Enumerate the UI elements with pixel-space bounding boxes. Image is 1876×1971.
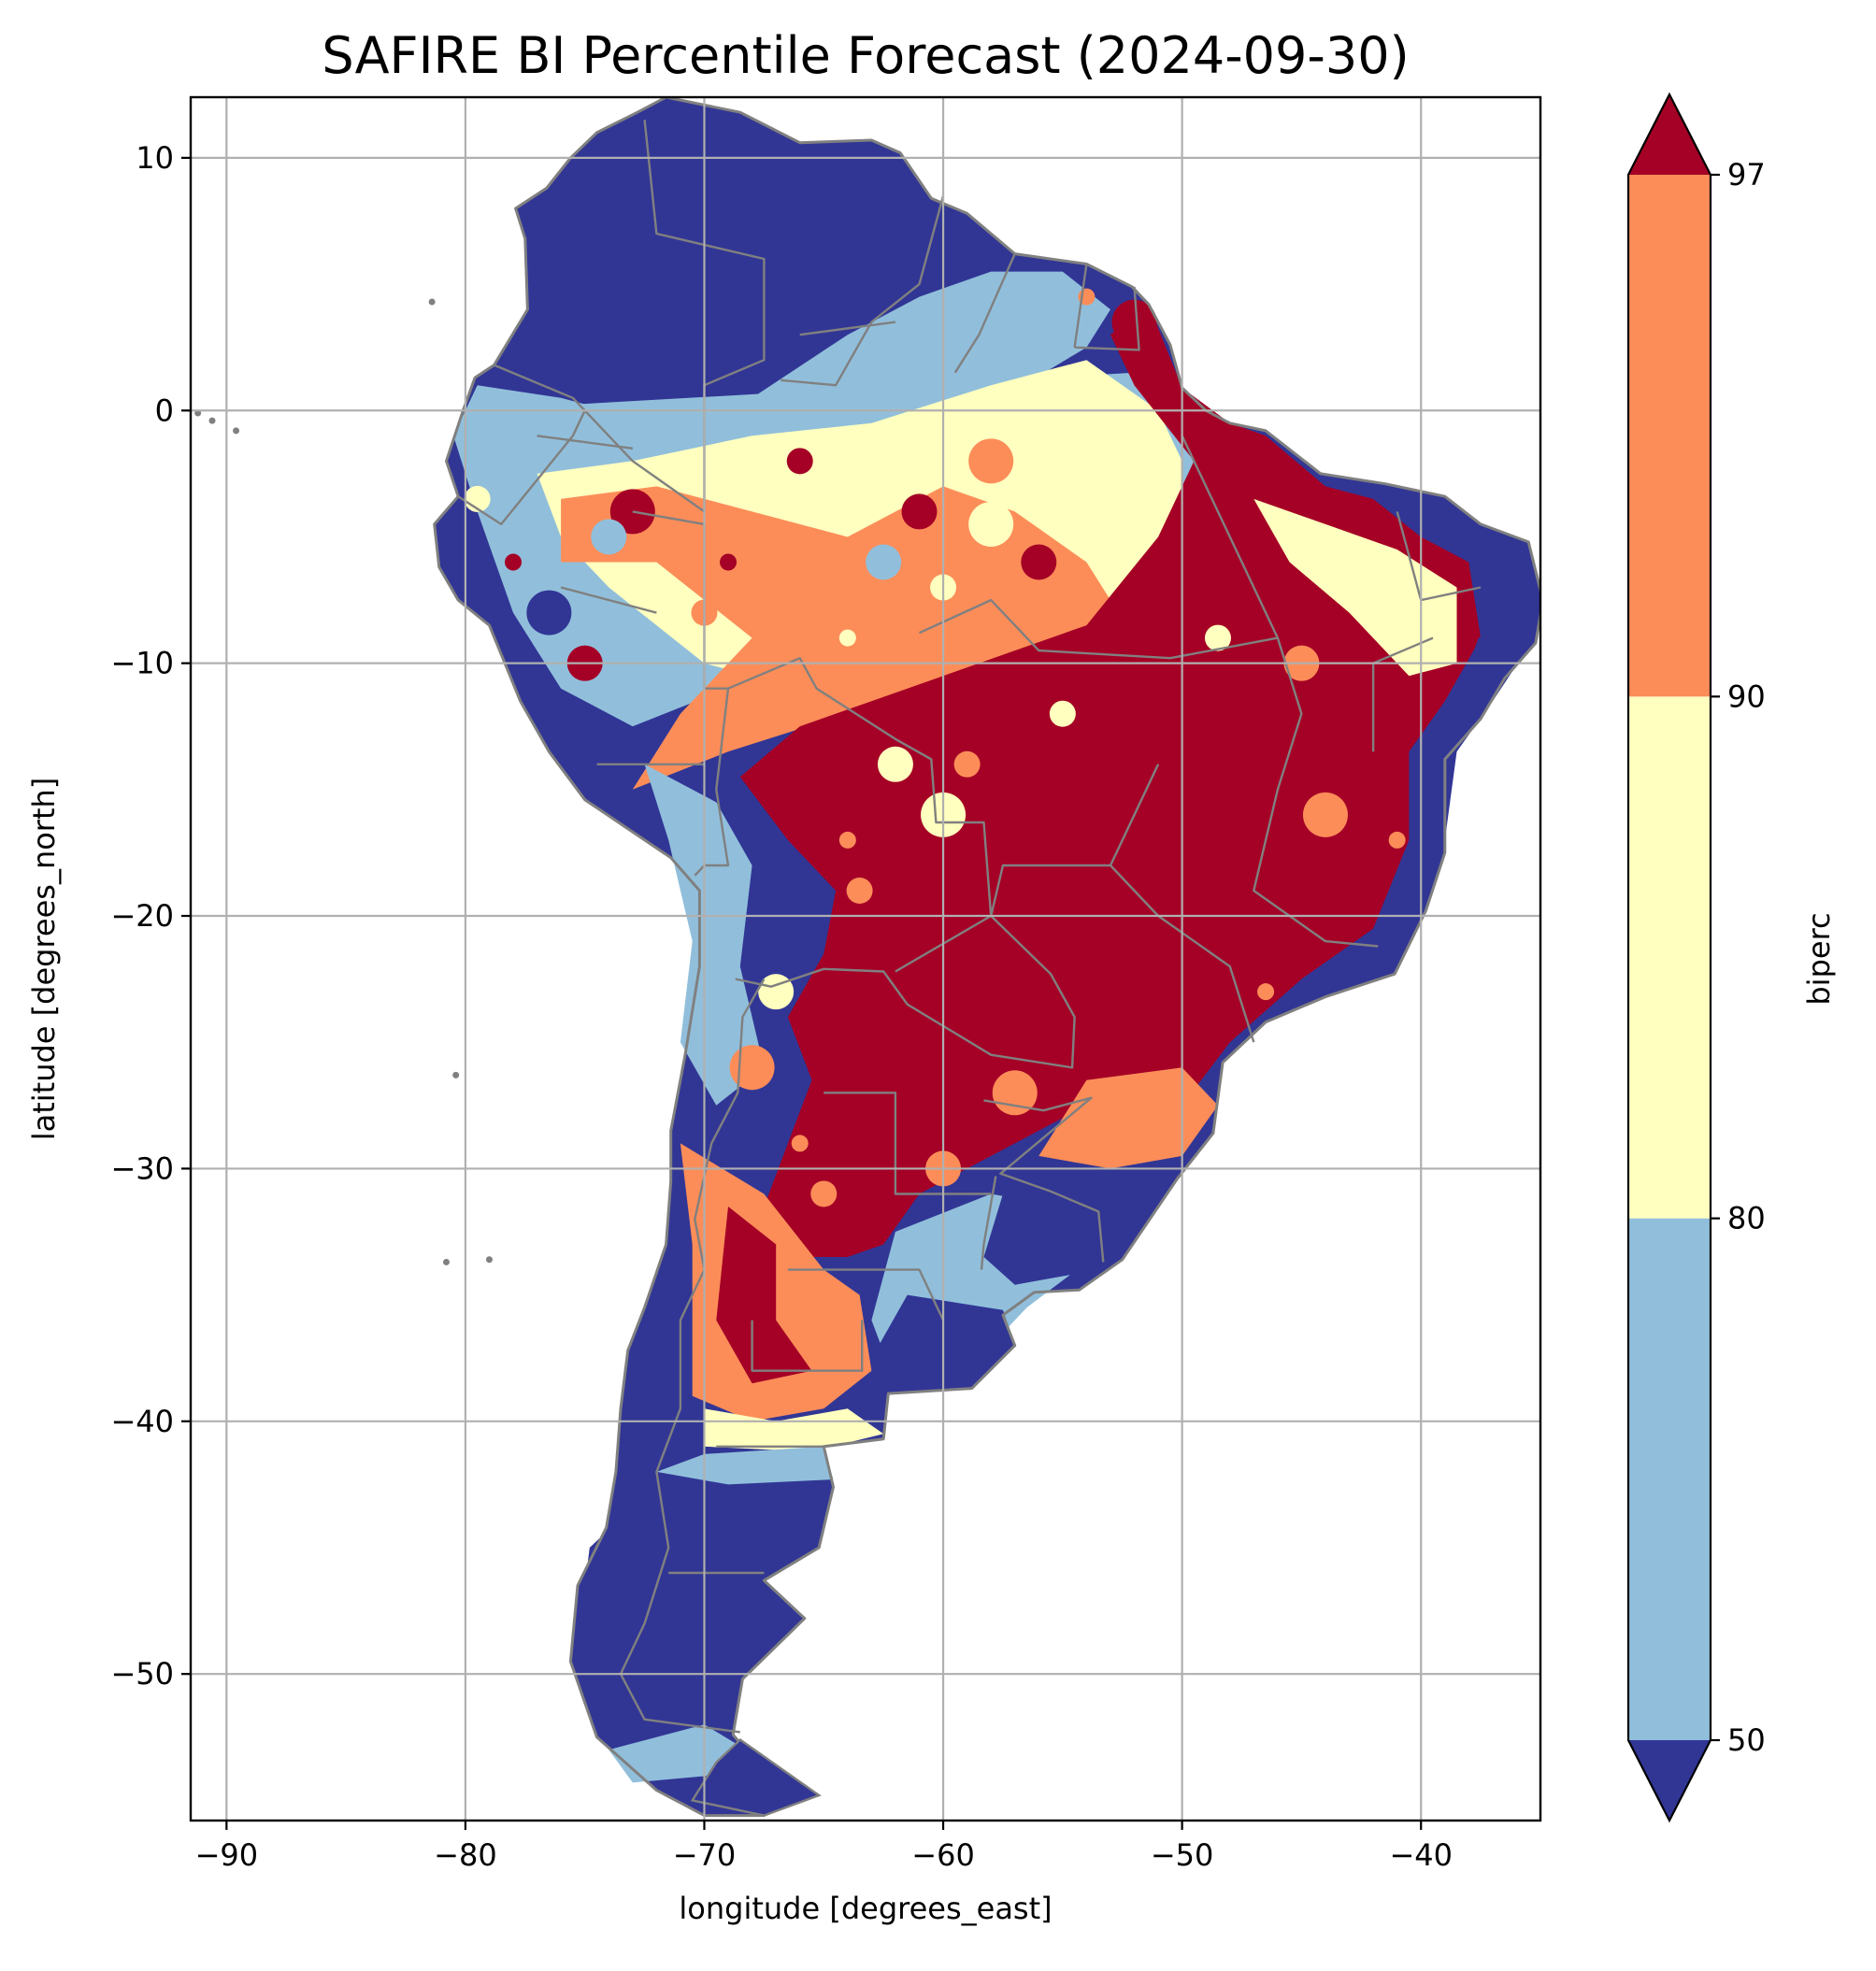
coastline [433,97,1540,1818]
patagonia-dark [580,1484,820,1712]
colorbar-tick-label: 50 [1727,1722,1766,1758]
map-layer [194,97,1540,1818]
data-speckle [877,746,913,782]
country-border [1253,637,1379,948]
x-tick-label: −50 [1151,1837,1214,1873]
chart-title: SAFIRE BI Percentile Forecast (2024-09-3… [322,26,1409,85]
data-speckle [729,1045,775,1091]
argentina-red [716,1207,812,1384]
x-tick-label: −80 [434,1837,497,1873]
x-tick-label: −90 [195,1837,259,1873]
country-border [990,864,1110,917]
argentina-yellow [704,1408,884,1452]
country-border [751,1320,864,1372]
map-axes: −90 −80 −70 −60 −50 −40 10 0 −10 −20 −30 −40 −50 [110,95,1542,1873]
x-tick-label: −40 [1389,1837,1453,1873]
data-speckle [791,1135,809,1152]
country-border [919,435,1280,660]
data-speckle [838,831,856,849]
island [233,427,240,435]
data-speckle [866,544,902,580]
data-speckle [1049,700,1076,727]
country-border [953,253,1016,374]
data-speckle [505,553,523,571]
colorbar: 50 80 90 97 [1626,92,1766,1823]
colorbar-extend-bottom [1628,1740,1711,1821]
x-tick-label: −70 [673,1837,737,1873]
east-coast-dark [1409,600,1540,916]
country-border [727,657,993,973]
data-speckle [846,877,873,904]
data-speckle [526,590,572,636]
country-border [457,409,586,526]
data-speckle [1204,624,1231,651]
y-tick-label: −10 [110,646,174,681]
y-tick-label: 10 [136,140,174,176]
country-border [560,586,657,614]
country-border [983,1096,1105,1263]
data-speckle [953,750,981,778]
data-speckle [1302,792,1348,837]
x-axis-label: longitude [degrees_east] [679,1891,1052,1926]
uruguay-dark [983,1180,1135,1285]
y-tick-label: −40 [110,1404,174,1439]
data-speckle [1388,831,1406,849]
country-border [619,978,766,1734]
data-speckle [1111,299,1157,345]
colorbar-tick-label: 97 [1727,157,1766,193]
country-border [1073,264,1088,348]
data-speckle [901,493,938,530]
y-ticks: 10 0 −10 −20 −30 −40 −50 [110,140,191,1692]
y-tick-label: 0 [155,393,174,428]
northeast-orange-yellow [1253,498,1457,677]
y-axis-label: latitude [degrees_north] [26,778,62,1141]
country-border [799,321,896,336]
data-speckle [838,629,856,647]
patagonia-blue [609,1724,738,1783]
country-border [787,1268,945,1321]
colorbar-label: biperc [1801,912,1837,1005]
colorbar-bin [1628,175,1711,697]
island [208,417,216,424]
y-tick-label: −50 [110,1656,174,1692]
data-speckle [720,553,738,571]
island [485,1256,493,1264]
country-border [980,1176,997,1270]
island [442,1258,450,1265]
island [428,298,436,306]
tierra-del-fuego [690,1737,822,1817]
gridlines [191,97,1540,1821]
y-tick-label: −20 [110,898,174,934]
colorbar-tick-label: 90 [1727,678,1766,714]
data-speckle [968,438,1014,484]
data-speckle [767,528,785,546]
data-speckle [1257,983,1275,1001]
data-speckle [786,448,813,475]
island [452,1071,460,1078]
y-tick-label: −30 [110,1150,174,1186]
colorbar-tick-label: 80 [1727,1201,1766,1236]
argentina-blue-fringe [656,1446,834,1485]
x-ticks: −90 −80 −70 −60 −50 −40 [195,1821,1453,1873]
x-tick-label: −60 [911,1837,975,1873]
country-border [1074,286,1140,351]
country-border [537,435,633,450]
country-border [780,195,945,387]
colorbar-bin [1628,1218,1711,1740]
south-brazil-orange [1038,1067,1218,1169]
country-border [735,915,1076,1069]
colorbar-bin [1628,696,1711,1219]
data-speckle [1021,544,1057,580]
colorbar-extend-top [1628,94,1711,175]
axes-frame [189,95,1542,1822]
data-speckle [591,519,627,555]
buenos-aires-dark [879,1294,1015,1394]
data-speckle [968,501,1014,547]
data-speckle [810,1180,838,1207]
